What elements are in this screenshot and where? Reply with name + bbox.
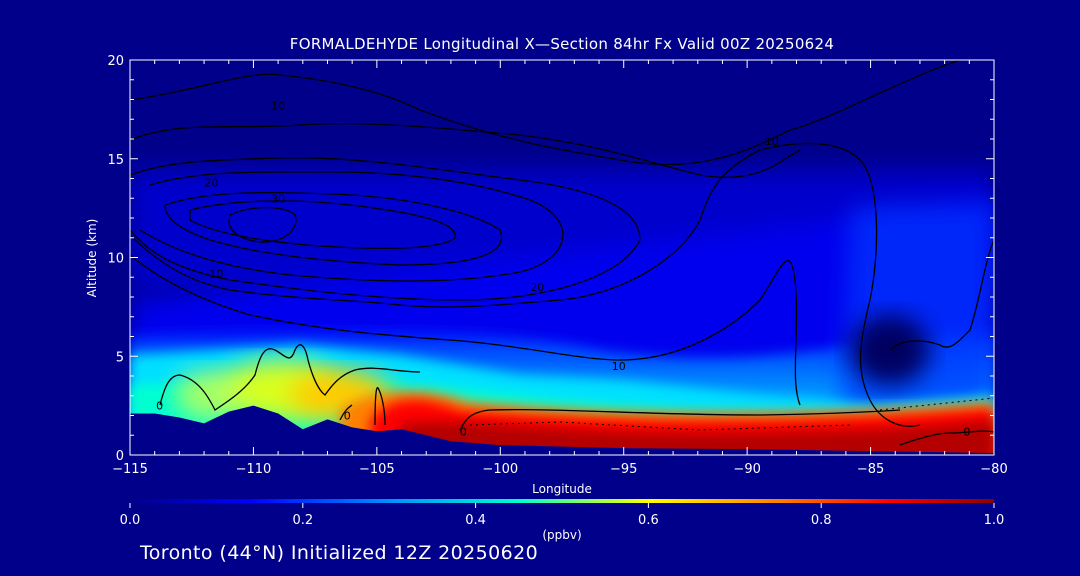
x-tick-label: −110 — [236, 462, 272, 477]
contour-label: 30 — [271, 192, 285, 205]
colorbar-tick-label: 0.6 — [638, 513, 659, 528]
contour-label: 0 — [344, 410, 351, 423]
x-tick-label: −80 — [980, 462, 1007, 477]
x-axis: −115 −110 −105 −100 −95 −90 −85 −80 — [112, 60, 1008, 477]
contour-label: 10 — [765, 135, 779, 148]
x-tick-label: −105 — [359, 462, 395, 477]
x-tick-label: −100 — [482, 462, 518, 477]
colorbar-tick-label: 1.0 — [984, 513, 1005, 528]
colorbar-tick-label: 0.4 — [465, 513, 486, 528]
concentration-field — [130, 60, 994, 455]
colorbar-tick-label: 0.0 — [120, 513, 141, 528]
y-axis: 0 5 10 15 20 — [107, 54, 994, 464]
contour-label: 10 — [209, 267, 223, 280]
x-axis-label: Longitude — [532, 482, 592, 496]
footer-caption: Toronto (44°N) Initialized 12Z 20250620 — [140, 542, 539, 564]
contour-label: 0 — [963, 425, 970, 438]
colorbar-ticks: 0.0 0.2 0.4 0.6 0.8 1.0 — [120, 503, 1005, 528]
y-tick-label: 20 — [107, 54, 124, 69]
chart-title: FORMALDEHYDE Longitudinal X—Section 84hr… — [289, 35, 835, 53]
x-tick-label: −115 — [112, 462, 148, 477]
contour-label: 10 — [612, 360, 626, 373]
y-tick-label: 15 — [107, 153, 124, 168]
contour-label: 0 — [156, 400, 163, 413]
colorbar-tick-label: 0.8 — [811, 513, 832, 528]
colorbar-unit-label: (ppbv) — [542, 528, 582, 542]
x-tick-label: −95 — [610, 462, 637, 477]
terrain-surface — [130, 405, 994, 455]
contour-lines — [130, 60, 994, 446]
contour-label: 0 — [460, 425, 467, 438]
x-tick-label: −90 — [733, 462, 760, 477]
contour-labels: 10 20 30 10 10 20 10 0 0 0 0 — [156, 99, 970, 438]
colorbar — [130, 499, 994, 503]
contour-label: 20 — [530, 281, 544, 294]
colorbar-tick-label: 0.2 — [292, 513, 313, 528]
y-tick-label: 5 — [116, 350, 124, 365]
y-tick-label: 10 — [107, 252, 124, 267]
y-axis-label: Altitude (km) — [85, 218, 99, 298]
contour-label: 20 — [204, 176, 218, 189]
y-tick-label: 0 — [116, 449, 124, 464]
contour-label: 10 — [271, 99, 285, 112]
x-tick-label: −85 — [857, 462, 884, 477]
